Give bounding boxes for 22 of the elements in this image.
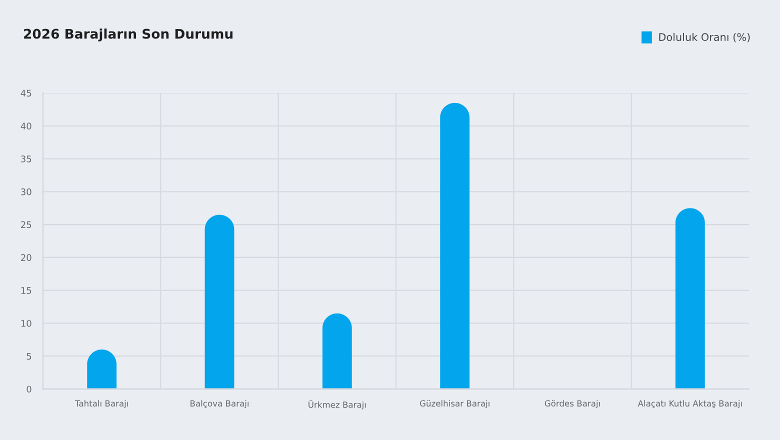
y-tick-label: 35 (21, 156, 32, 162)
y-tick-label: 45 (20, 90, 32, 97)
bar (440, 102, 470, 389)
y-tick-label: 5 (26, 352, 32, 360)
bar (675, 208, 705, 389)
x-tick-label: Tahtalı Barajı (74, 400, 128, 408)
y-tick-label: 20 (21, 254, 32, 262)
y-tick-label: 15 (21, 287, 32, 294)
y-tick-label: 40 (20, 122, 32, 130)
x-tick-label: Gördes Barajı (544, 400, 600, 408)
legend-label: Doluluk Oranı (%) (659, 32, 750, 42)
x-tick-label: Alaçatı Kutlu Aktaş Barajı (638, 400, 742, 408)
x-tick-label: Balçova Barajı (190, 400, 248, 408)
y-tick-label: 25 (21, 221, 32, 228)
y-tick-label: 0 (26, 386, 32, 393)
chart-title: 2026 Barajların Son Durumu (24, 28, 232, 42)
y-tick-label: 10 (21, 320, 32, 327)
x-tick-label: Güzelhisar Barajı (420, 400, 490, 408)
bar (322, 313, 352, 389)
y-tick-label: 30 (21, 188, 32, 196)
bar (204, 214, 234, 389)
x-tick-label: Ürkmez Barajı (308, 400, 366, 410)
